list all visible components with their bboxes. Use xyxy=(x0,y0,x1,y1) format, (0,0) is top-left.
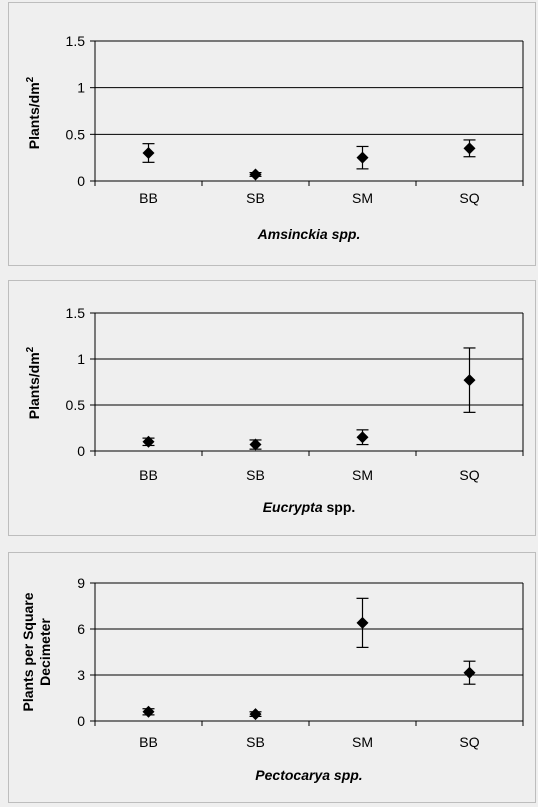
x-tick-label: SQ xyxy=(459,734,479,750)
y-tick-label: 1.5 xyxy=(66,33,86,49)
chart-panel-eucrypta: 0 0.5 1 1.5 BB SB SM SQ Plants/dm2 Eucrypta spp. xyxy=(8,280,536,536)
chart-panel-pectocarya: 0 3 6 9 BB SB SM SQ Plants per SquareDecimeter Pe… xyxy=(8,552,536,803)
x-tick-label: SB xyxy=(246,467,265,483)
chart-amsinckia: 0 0.5 1 1.5 BB SB SM SQ Plants/dm2 Amsinckia spp. xyxy=(25,33,524,242)
chart-pectocarya: 0 3 6 9 BB SB SM SQ Plants per SquareDecimeter Pe… xyxy=(20,575,524,783)
x-axis-title: Amsinckia spp. xyxy=(257,226,361,242)
x-tick-label: SM xyxy=(352,467,373,483)
x-tick-label: BB xyxy=(139,467,158,483)
x-axis-title: Pectocarya spp. xyxy=(255,767,362,783)
y-tick-label: 0.5 xyxy=(66,397,86,413)
y-tick-label: 3 xyxy=(77,667,85,683)
y-tick-label: 1.5 xyxy=(66,305,86,321)
data-point-bb xyxy=(142,147,155,159)
y-axis-label: Plants per SquareDecimeter xyxy=(20,592,53,711)
data-point-sm xyxy=(356,151,369,164)
data-point-sb xyxy=(249,168,262,181)
data-point-sb xyxy=(249,438,262,451)
x-tick-label: SM xyxy=(352,734,373,750)
y-tick-label: 0.5 xyxy=(66,126,86,142)
x-tick-label: SB xyxy=(246,190,265,206)
data-point-sq xyxy=(463,142,476,155)
x-tick-label: SB xyxy=(246,734,265,750)
data-point-sq xyxy=(463,374,476,387)
x-tick-label: SM xyxy=(352,190,373,206)
y-tick-label: 0 xyxy=(77,713,85,729)
x-tick-label: SQ xyxy=(459,190,479,206)
data-point-sq xyxy=(463,666,476,679)
y-tick-label: 0 xyxy=(77,173,85,189)
y-axis-label: Plants/dm2 xyxy=(25,346,42,419)
y-tick-label: 9 xyxy=(77,575,85,591)
y-tick-label: 6 xyxy=(77,621,85,637)
x-tick-label: SQ xyxy=(459,467,479,483)
data-point-sm xyxy=(356,616,369,629)
data-point-sb xyxy=(249,708,262,721)
y-tick-label: 1 xyxy=(77,80,85,96)
data-point-sm xyxy=(356,431,369,444)
y-tick-label: 1 xyxy=(77,351,85,367)
x-tick-label: BB xyxy=(139,734,158,750)
data-point-bb xyxy=(142,705,155,718)
chart-eucrypta: 0 0.5 1 1.5 BB SB SM SQ Plants/dm2 Eucrypta spp. xyxy=(25,305,524,515)
y-tick-label: 0 xyxy=(77,443,85,459)
x-axis-title: Eucrypta spp. xyxy=(263,499,356,515)
y-axis-label: Plants/dm2 xyxy=(25,76,42,149)
x-tick-label: BB xyxy=(139,190,158,206)
data-point-bb xyxy=(142,435,155,448)
chart-panel-amsinckia: 0 0.5 1 1.5 BB SB SM SQ Plants/dm2 Amsinckia spp. xyxy=(8,2,536,266)
